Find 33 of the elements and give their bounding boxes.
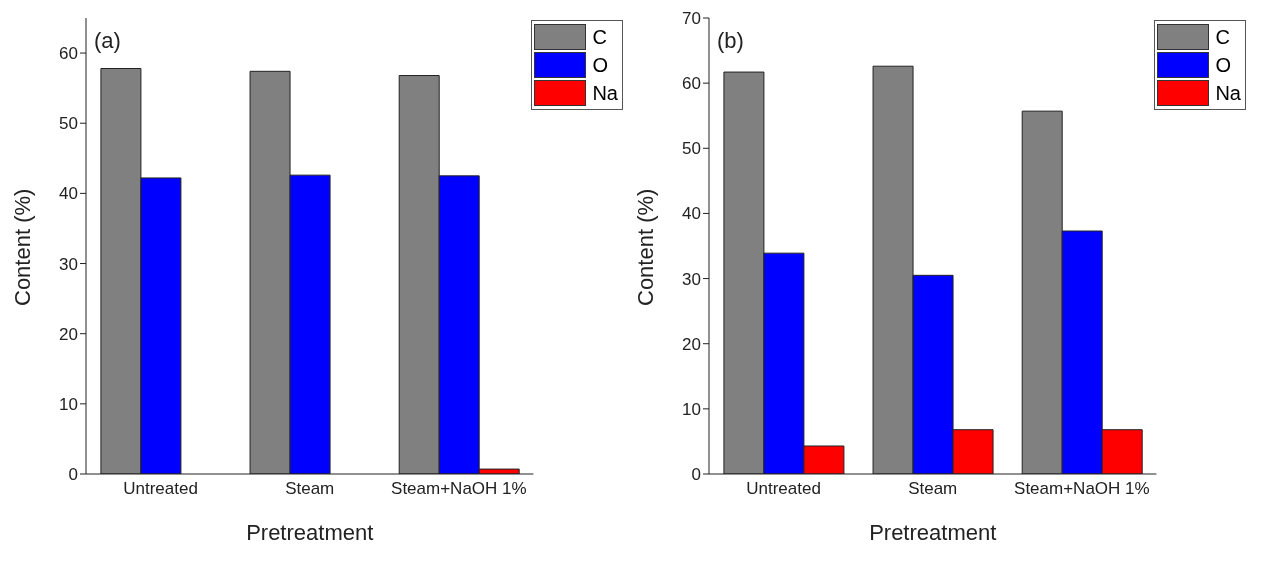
legend-label: C [1215,25,1231,49]
y-tick-label: 0 [691,465,701,485]
y-tick-label: 20 [682,334,701,354]
x-tick-label: Steam [285,479,335,499]
y-tick-label: 20 [59,324,78,344]
y-tick-label: 10 [682,399,701,419]
x-tick-label: Steam+NaOH 1% [1014,479,1150,499]
x-axis-title: Pretreatment [246,520,374,545]
y-tick-label: 10 [59,394,78,414]
x-tick-label: Untreated [746,479,821,499]
x-tick-label: Untreated [123,479,198,499]
legend-label: O [592,53,609,77]
y-tick-label: 60 [682,74,701,94]
annotation: (a) [94,28,121,54]
y-tick-label: 50 [682,139,701,159]
x-tick-label: Steam [908,479,958,499]
annotation: (b) [717,28,744,54]
legend-label: Na [1215,81,1242,105]
legend-label: O [1215,53,1232,77]
y-tick-label: 70 [682,9,701,29]
y-axis-title: Content (%) [632,188,658,306]
x-tick-label: Steam+NaOH 1% [391,479,527,499]
x-axis-title: Pretreatment [869,520,997,545]
y-axis-title: Content (%) [9,188,35,306]
y-tick-label: 30 [682,269,701,289]
y-tick-label: 40 [59,184,78,204]
y-tick-label: 0 [68,465,78,485]
y-tick-label: 30 [59,254,78,274]
y-tick-label: 50 [59,114,78,134]
y-tick-label: 40 [682,204,701,224]
y-tick-label: 60 [59,44,78,64]
legend-label: C [592,25,608,49]
legend-label: Na [592,81,619,105]
